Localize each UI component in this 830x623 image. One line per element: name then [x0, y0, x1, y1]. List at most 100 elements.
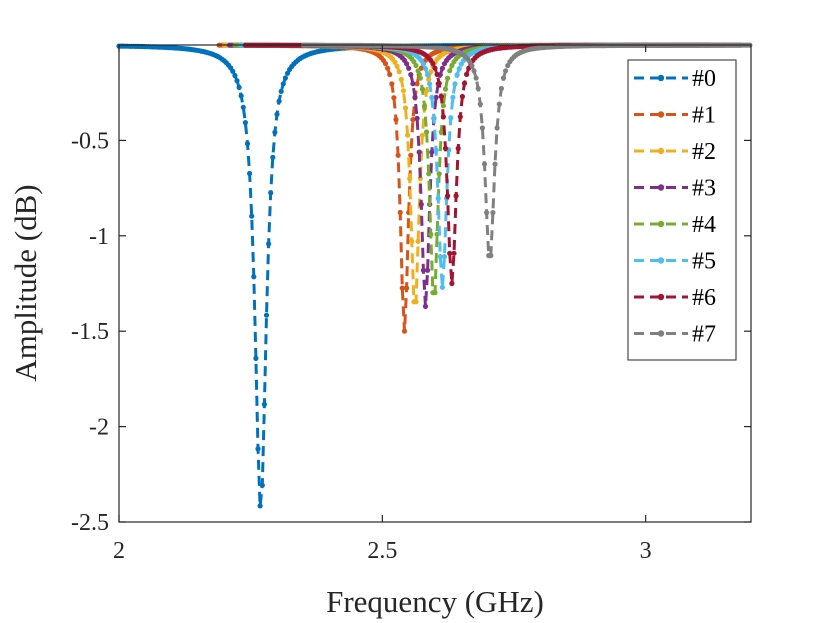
data-point: [473, 75, 479, 81]
data-point: [454, 72, 460, 78]
data-point: [437, 254, 443, 260]
data-point: [433, 147, 439, 153]
data-point: [441, 254, 448, 260]
y-axis-label: Amplitude (dB): [8, 184, 43, 381]
data-point: [397, 209, 403, 216]
data-point: [392, 59, 398, 65]
data-point: [417, 75, 423, 81]
data-point: [261, 401, 267, 407]
data-point: [399, 285, 405, 291]
legend-label: #5: [692, 249, 716, 275]
data-point: [284, 70, 291, 76]
data-point: [500, 75, 507, 81]
data-point: [276, 98, 282, 104]
data-point: [257, 503, 263, 509]
plot-frame: [118, 44, 752, 523]
data-point: [461, 80, 468, 86]
data-point: [469, 63, 475, 69]
data-point: [416, 149, 422, 155]
data-point: [479, 125, 485, 131]
legend-label: #4: [692, 212, 716, 238]
y-tick-label: -0.5: [71, 128, 109, 154]
data-point: [240, 104, 246, 110]
data-point: [452, 81, 458, 87]
legend-label: #2: [692, 139, 716, 165]
data-point: [418, 201, 424, 207]
data-point: [440, 114, 446, 120]
data-point: [412, 94, 418, 100]
data-point: [422, 303, 429, 309]
legend-label: #6: [692, 285, 716, 311]
legend-marker: [657, 330, 665, 337]
data-point: [450, 94, 456, 100]
data-point: [282, 75, 288, 81]
y-tick-label: -1: [89, 224, 109, 250]
data-point: [398, 76, 404, 82]
data-point: [238, 93, 244, 99]
data-point: [428, 69, 434, 75]
legend-label: #1: [692, 103, 716, 129]
data-point: [232, 72, 238, 79]
data-point: [396, 69, 402, 75]
data-point: [410, 81, 416, 87]
data-point: [411, 59, 417, 65]
data-point: [447, 68, 453, 74]
data-point: [432, 290, 438, 296]
data-point: [505, 63, 511, 69]
data-point: [440, 103, 446, 109]
data-point: [268, 190, 274, 196]
data-point: [427, 81, 433, 87]
data-point: [272, 129, 278, 135]
data-point: [278, 88, 284, 94]
data-point: [425, 72, 431, 78]
data-point: [419, 132, 425, 138]
legend-marker: [657, 147, 665, 155]
data-point: [270, 154, 276, 160]
data-point: [430, 61, 436, 67]
tick-layer: 2 2.5 3 -2.5 -2 -1.5 -1 -0.5: [71, 45, 751, 564]
legend-item: #6: [634, 285, 716, 311]
data-point: [387, 71, 393, 78]
data-point: [457, 114, 463, 120]
y-tick-label: -2: [89, 415, 109, 441]
data-point: [488, 253, 494, 259]
data-point: [408, 72, 414, 78]
data-point: [431, 115, 437, 121]
legend-item: #2: [634, 139, 716, 165]
y-tick-label: -2.5: [71, 510, 109, 536]
data-point: [389, 81, 395, 87]
data-point: [415, 68, 421, 74]
data-point: [433, 94, 439, 100]
data-point: [413, 299, 419, 305]
data-point: [456, 66, 462, 72]
legend-marker: [657, 220, 665, 228]
data-point: [407, 176, 413, 182]
data-point: [439, 284, 445, 290]
data-point: [426, 76, 432, 82]
data-point: [494, 125, 500, 131]
data-point: [255, 446, 261, 452]
legend-marker: [657, 74, 665, 82]
data-point: [475, 85, 481, 92]
legend-box: [627, 59, 737, 361]
series-layer: [116, 42, 753, 509]
data-point: [230, 68, 236, 74]
x-tick-label: 3: [640, 538, 652, 564]
data-point: [405, 132, 411, 138]
data-point: [449, 62, 455, 69]
data-point: [422, 66, 429, 72]
data-point: [385, 65, 391, 71]
data-point: [436, 171, 442, 177]
data-point: [490, 210, 496, 216]
legend-label: #0: [692, 66, 716, 92]
legend-item: #3: [634, 176, 716, 202]
data-point: [435, 195, 441, 201]
data-point: [442, 145, 449, 151]
data-point: [409, 238, 415, 244]
data-point: [251, 274, 257, 280]
y-tick-label: -1.5: [71, 319, 109, 345]
data-point: [414, 81, 420, 87]
data-point: [467, 59, 473, 65]
data-point: [420, 61, 426, 67]
